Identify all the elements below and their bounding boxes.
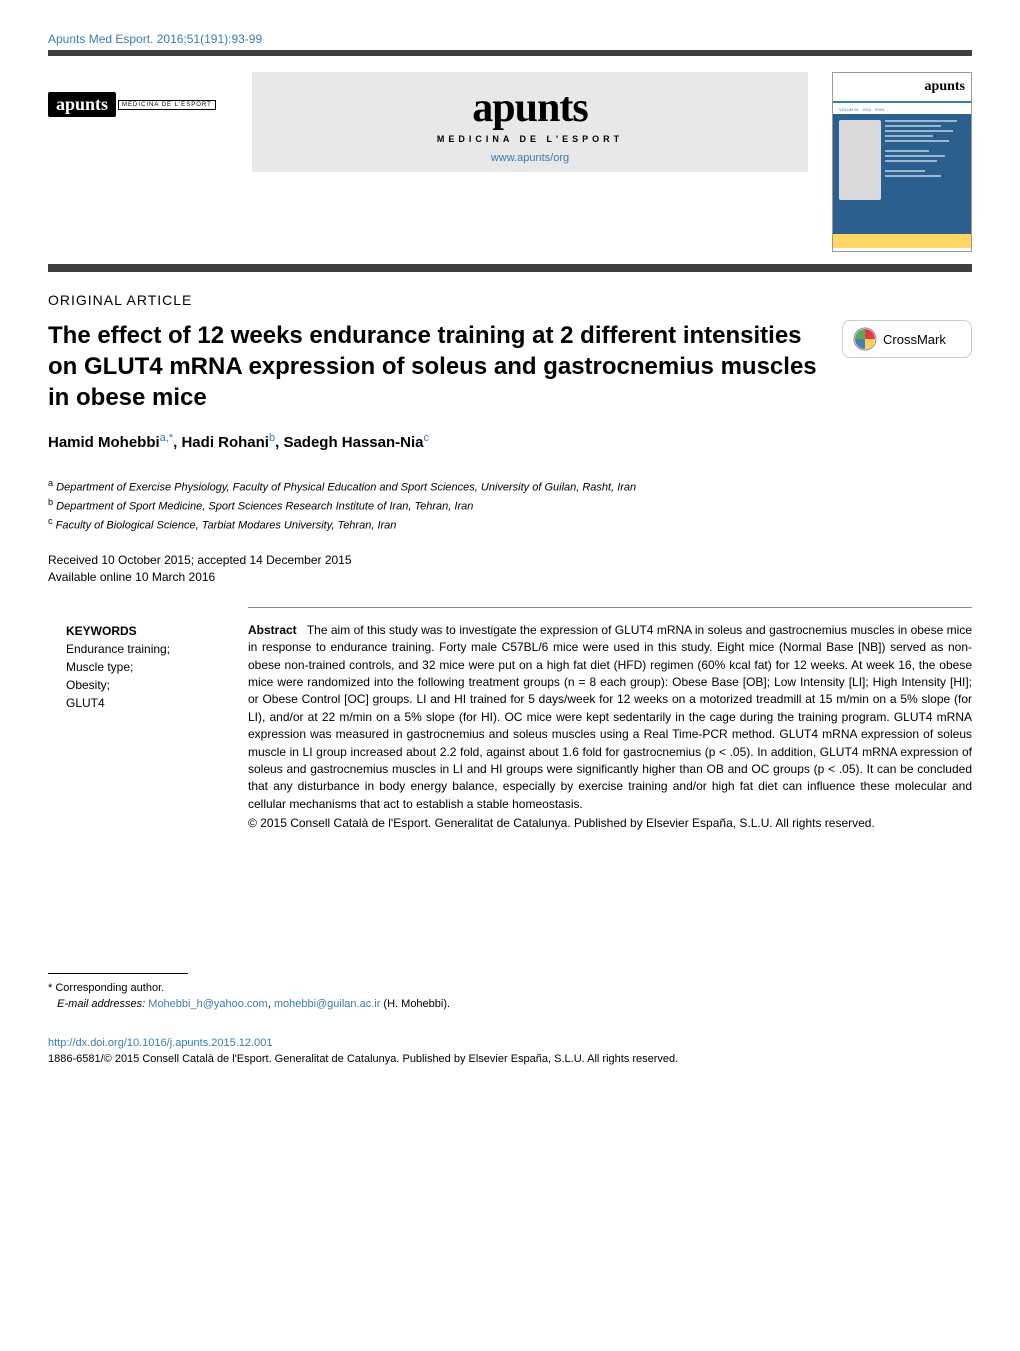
abstract-body: The aim of this study was to investigate… [248,623,972,811]
journal-url[interactable]: www.apunts/org [491,152,569,164]
header-rule [48,50,972,56]
email-2[interactable]: mohebbi@guilan.ac.ir [274,998,381,1010]
abstract-divider [248,607,972,608]
doi-link[interactable]: http://dx.doi.org/10.1016/j.apunts.2015.… [48,1035,972,1052]
journal-banner: apunts MEDICINA DE L'ESPORT apunts MEDIC… [48,72,972,252]
affiliations: a Department of Exercise Physiology, Fac… [48,477,972,534]
author-2: , Hadi Rohani [173,434,269,451]
abstract-copyright: © 2015 Consell Català de l'Esport. Gener… [248,815,972,832]
keywords-column: KEYWORDS Endurance training; Muscle type… [48,622,216,833]
footer: * Corresponding author. E-mail addresses… [48,973,972,1068]
author-3-sup: c [424,432,430,444]
article-title: The effect of 12 weeks endurance trainin… [48,320,818,414]
cover-logo: apunts [925,79,965,94]
banner-left-logo: apunts MEDICINA DE L'ESPORT [48,72,228,117]
author-1: Hamid Mohebbi [48,434,160,451]
author-3: , Sadegh Hassan-Nia [275,434,423,451]
article-dates: Received 10 October 2015; accepted 14 De… [48,552,972,587]
available-date: Available online 10 March 2016 [48,569,972,586]
banner-divider [48,264,972,272]
banner-center-subtitle: MEDICINA DE L'ESPORT [437,134,623,144]
banner-cover: apunts VOLUM 51 · 2016 · ISSN [832,72,972,252]
keywords-heading: KEYWORDS [66,622,216,640]
doi-block: http://dx.doi.org/10.1016/j.apunts.2015.… [48,1035,972,1068]
authors: Hamid Mohebbia,*, Hadi Rohanib, Sadegh H… [48,432,972,451]
corresponding-label: Corresponding author. [55,982,164,994]
email-label: E-mail addresses: [57,998,145,1010]
author-1-sup: a,* [160,432,173,444]
issn-copyright: 1886-6581/© 2015 Consell Català de l'Esp… [48,1051,972,1068]
received-date: Received 10 October 2015; accepted 14 De… [48,552,972,569]
apunts-logo: apunts [48,92,116,117]
crossmark-icon [853,327,877,351]
affiliation-a: Department of Exercise Physiology, Facul… [56,481,636,493]
email-author-name: (H. Mohebbi). [380,998,450,1010]
apunts-logo-sub: MEDICINA DE L'ESPORT [118,100,216,110]
corresponding-author: * Corresponding author. E-mail addresses… [48,980,972,1013]
crossmark-label: CrossMark [883,332,946,347]
article-type: ORIGINAL ARTICLE [48,292,972,308]
footer-rule [48,973,188,974]
cover-thumbnail: apunts VOLUM 51 · 2016 · ISSN [832,72,972,252]
crossmark-badge[interactable]: CrossMark [842,320,972,358]
email-1[interactable]: Mohebbi_h@yahoo.com [148,998,267,1010]
banner-center-logo: apunts [472,84,587,132]
banner-center: apunts MEDICINA DE L'ESPORT www.apunts/o… [252,72,808,172]
abstract-label: Abstract [248,623,297,637]
keywords-list: Endurance training; Muscle type; Obesity… [66,640,216,712]
affiliation-b: Department of Sport Medicine, Sport Scie… [56,500,473,512]
affiliation-c: Faculty of Biological Science, Tarbiat M… [56,520,397,532]
citation-header: Apunts Med Esport. 2016;51(191):93-99 [48,32,972,46]
abstract-column: Abstract The aim of this study was to in… [248,622,972,833]
